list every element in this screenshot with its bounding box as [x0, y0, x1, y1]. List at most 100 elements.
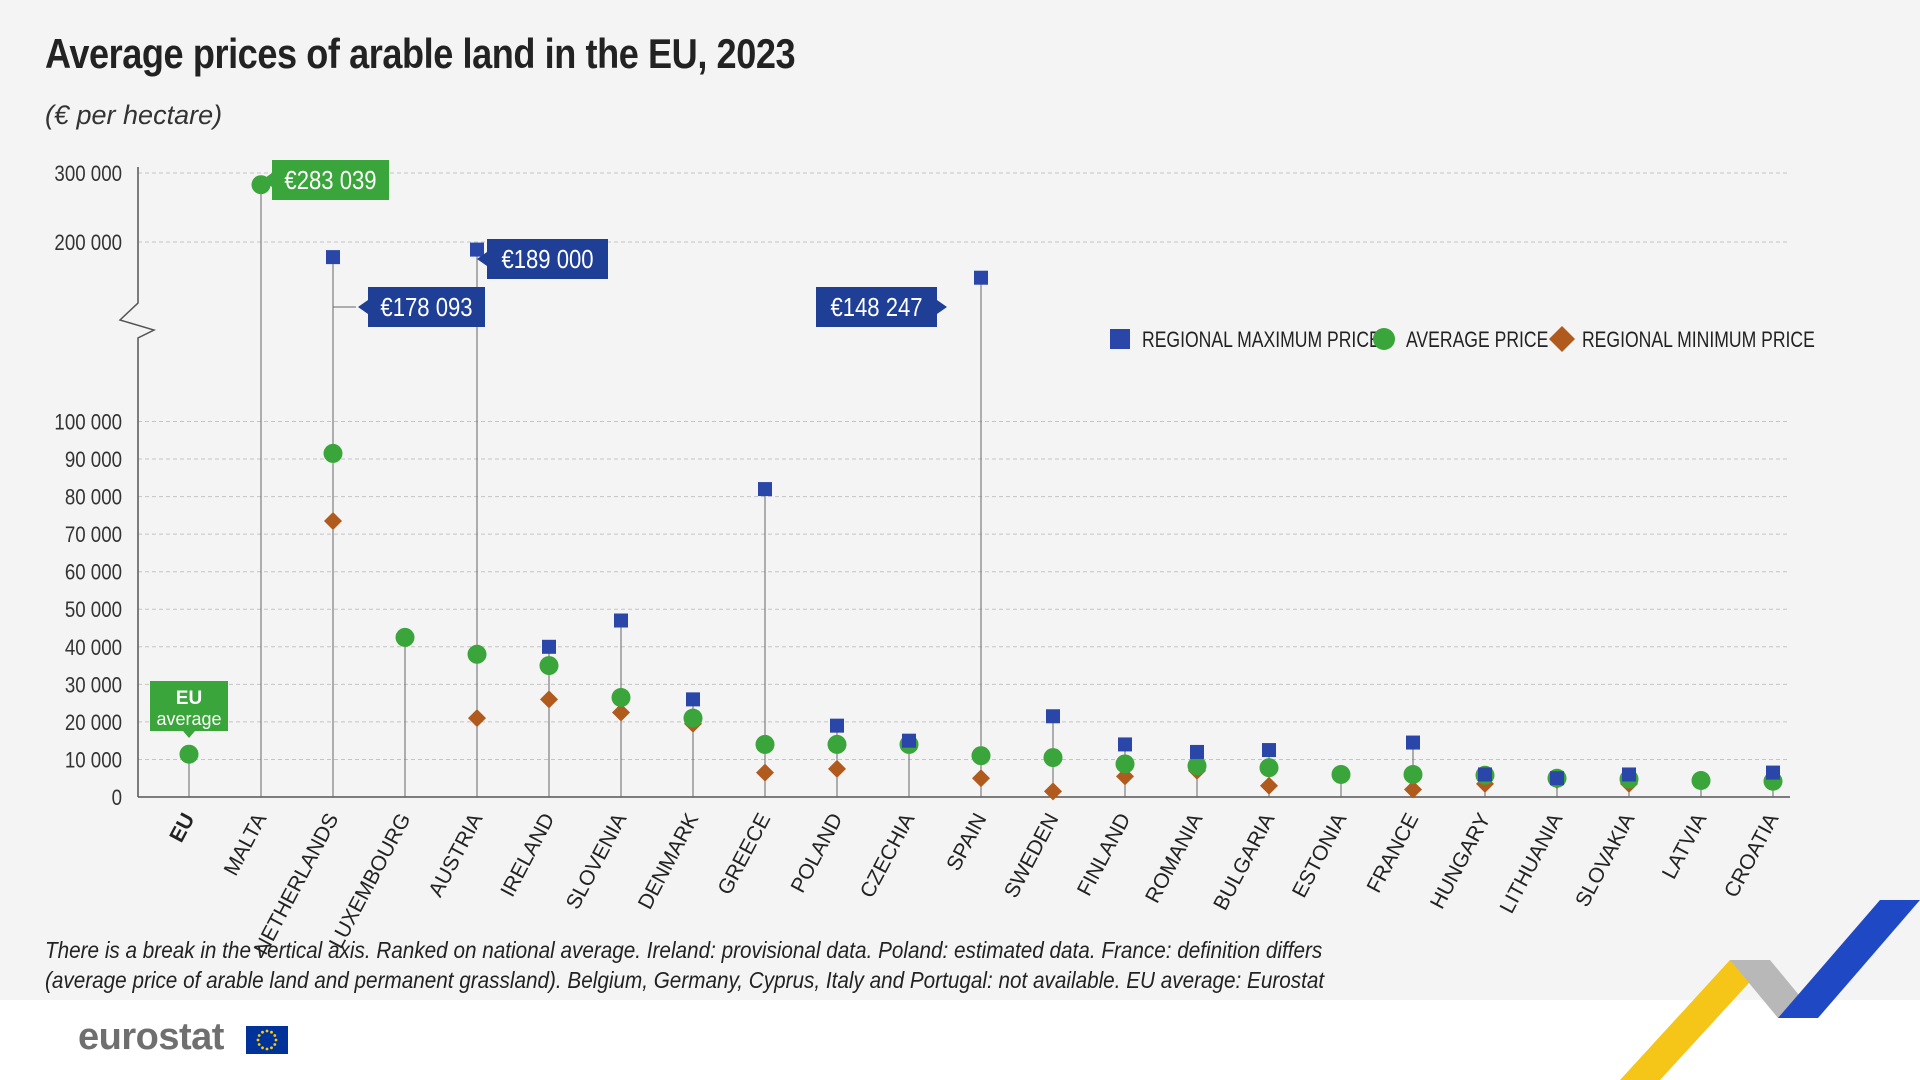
category-label: EU — [165, 810, 199, 847]
min-price-marker — [1044, 782, 1062, 801]
max-price-marker — [1046, 709, 1060, 724]
avg-price-marker — [539, 656, 559, 676]
avg-price-marker — [611, 687, 631, 707]
max-price-marker — [614, 613, 628, 628]
dot-plot-chart: 0 10 000 20 000 30 000 40 000 50 000 60 000 70 … — [54, 160, 1815, 958]
avg-price-marker — [1331, 764, 1351, 784]
eurostat-logo-text: eurostat — [78, 1016, 224, 1058]
min-price-marker — [1260, 776, 1278, 795]
category-label: GREECE — [713, 810, 775, 899]
max-price-marker — [542, 639, 556, 654]
decorative-ribbon — [1620, 900, 1920, 1080]
max-price-marker — [1478, 767, 1492, 782]
y-tick-label: 200 000 — [54, 232, 122, 256]
y-tick-label: 70 000 — [65, 524, 122, 548]
category-label: DENMARK — [634, 810, 704, 914]
category-label: FRANCE — [1363, 810, 1424, 897]
avg-price-marker — [1403, 764, 1423, 784]
max-price-marker — [902, 733, 916, 748]
min-price-marker — [612, 703, 630, 722]
callout-label: €148 247 — [830, 293, 922, 322]
avg-price-marker — [1691, 770, 1711, 790]
category-label: POLAND — [787, 810, 848, 897]
y-tick-label: 40 000 — [65, 636, 122, 660]
min-price-marker — [756, 763, 774, 782]
max-price-marker — [974, 270, 988, 285]
callout-label: €178 093 — [380, 293, 472, 322]
max-price-marker — [758, 482, 772, 497]
y-tick-label: 80 000 — [65, 486, 122, 510]
avg-price-marker — [1115, 754, 1135, 774]
legend-circle-icon — [1373, 328, 1395, 350]
y-tick-label: 300 000 — [54, 163, 122, 187]
avg-price-marker — [323, 443, 343, 463]
callout-box — [358, 287, 485, 327]
eu-average-label-box — [150, 681, 228, 738]
category-label: SLOVENIA — [562, 810, 632, 914]
legend-label: AVERAGE PRICE — [1406, 328, 1548, 352]
y-tick-label: 30 000 — [65, 674, 122, 698]
legend-label: REGIONAL MAXIMUM PRICE — [1142, 328, 1381, 352]
category-label: SPAIN — [942, 810, 991, 875]
avg-price-marker — [971, 746, 991, 766]
eu-average-label-line2: average — [156, 709, 221, 729]
max-price-marker — [1622, 767, 1636, 782]
avg-price-marker — [1043, 748, 1063, 768]
callout-label: €283 039 — [284, 166, 376, 195]
y-tick-label: 0 — [112, 787, 122, 811]
max-price-marker — [1118, 737, 1132, 752]
category-label: HUNGARY — [1426, 810, 1495, 913]
category-label: IRELAND — [496, 810, 559, 901]
category-label: CZECHIA — [856, 810, 920, 902]
avg-price-marker — [1259, 758, 1279, 778]
callout-label: €189 000 — [501, 245, 593, 274]
callout-box — [816, 287, 947, 327]
chart-subtitle: (€ per hectare) — [45, 100, 223, 130]
avg-price-marker — [827, 734, 847, 754]
y-axis-with-break — [118, 167, 157, 797]
max-price-marker — [1550, 771, 1564, 786]
min-price-marker — [324, 512, 342, 531]
category-label: AUSTRIA — [424, 810, 487, 901]
category-label: LITHUANIA — [1496, 810, 1568, 918]
y-tick-label: 60 000 — [65, 561, 122, 585]
max-price-marker — [1406, 735, 1420, 750]
legend-label: REGIONAL MINIMUM PRICE — [1582, 328, 1815, 352]
max-price-marker — [1766, 765, 1780, 780]
eu-average-label-line1: EU — [176, 688, 202, 709]
min-price-marker — [972, 769, 990, 788]
y-tick-label: 90 000 — [65, 449, 122, 473]
legend-square-icon — [1110, 329, 1130, 349]
footnote: There is a break in the vertical axis. R… — [45, 937, 1325, 1023]
min-price-marker — [540, 690, 558, 709]
avg-price-marker — [755, 734, 775, 754]
avg-price-marker — [683, 708, 703, 728]
category-label: LUXEMBOURG — [325, 810, 415, 953]
footer-bar — [0, 1000, 1920, 1080]
min-price-marker — [468, 709, 486, 728]
category-label: MALTA — [220, 810, 272, 880]
avg-price-marker — [1187, 756, 1207, 776]
avg-price-marker — [467, 644, 487, 664]
category-label: SWEDEN — [1000, 810, 1064, 902]
max-price-marker — [1190, 744, 1204, 759]
min-price-marker — [828, 759, 846, 778]
eu-flag-icon — [246, 1026, 288, 1054]
y-tick-label: 50 000 — [65, 599, 122, 623]
legend-diamond-icon — [1549, 326, 1575, 352]
y-tick-label: 10 000 — [65, 749, 122, 773]
min-price-marker — [1404, 780, 1422, 799]
max-price-marker — [1262, 743, 1276, 758]
category-label: BULGARIA — [1209, 810, 1279, 915]
category-label: ROMANIA — [1141, 810, 1207, 907]
callout-box — [477, 239, 608, 279]
legend: REGIONAL MAXIMUM PRICE AVERAGE PRICE REGIO… — [1110, 326, 1815, 353]
y-tick-label: 100 000 — [54, 411, 122, 435]
max-price-marker — [470, 242, 484, 257]
avg-price-marker — [179, 744, 199, 764]
avg-price-marker — [395, 627, 415, 647]
chart-title: Average prices of arable land in the EU,… — [45, 30, 796, 77]
category-label: CROATIA — [1720, 810, 1783, 902]
max-price-marker — [830, 718, 844, 733]
max-price-marker — [686, 692, 700, 707]
